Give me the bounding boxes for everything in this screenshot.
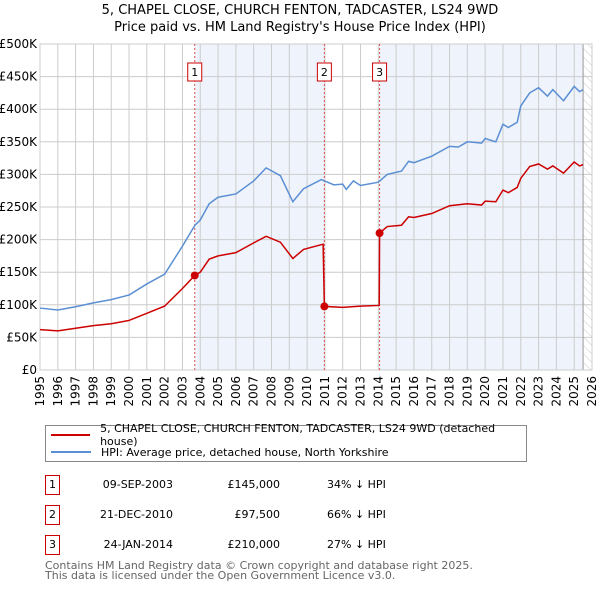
sale-point [320,302,329,311]
sale-point [190,271,199,280]
x-tick-label: 2010 [300,376,314,407]
x-tick-label: 2018 [443,376,457,407]
sale-marker-box: 2 [45,505,60,525]
x-tick-label: 2023 [532,376,546,407]
x-tick-label: 2001 [140,376,154,407]
legend-label-hpi: HPI: Average price, detached house, Nort… [101,445,389,459]
sale-marker-box [372,62,388,82]
x-tick-label: 2024 [549,376,563,407]
plot-border [39,43,593,371]
x-tick-label: 1999 [104,376,118,407]
footer-copyright: Contains HM Land Registry data © Crown c… [45,559,473,572]
x-tick-label: 2013 [354,376,368,407]
sale-date: 09-SEP-2003 [102,478,173,491]
x-tick-label: 1996 [51,376,65,407]
legend-swatch-blue [51,451,91,453]
hpi-line [39,85,584,311]
y-tick-label: £400K [0,102,38,116]
sale-row: 1 09-SEP-2003 £145,000 34% ↓ HPI [45,475,545,495]
y-tick-label: £100K [0,298,38,312]
x-tick-label: 2003 [175,376,189,407]
title-line-2: Price paid vs. HM Land Registry's House … [114,20,486,35]
y-tick-label: £300K [0,167,38,181]
x-tick-label: 1998 [86,376,100,407]
x-tick-label: 1997 [69,376,83,407]
x-tick-label: 2017 [425,376,439,407]
sale-row: 2 21-DEC-2010 £97,500 66% ↓ HPI [45,505,545,525]
sale-hpi-diff: 66% ↓ HPI [327,508,386,521]
x-tick-label: 2007 [247,376,261,407]
footer: Contains HM Land Registry data © Crown c… [45,559,473,582]
y-tick-label: £450K [0,70,38,84]
x-tick-label: 2015 [389,376,403,407]
sale-marker-label: 3 [376,66,383,79]
sale-date: 24-JAN-2014 [103,538,173,551]
x-tick-label: 2005 [211,376,225,407]
sale-row: 3 24-JAN-2014 £210,000 27% ↓ HPI [45,535,545,555]
y-tick-label: £150K [0,265,38,279]
sale-marker-box: 3 [45,535,60,555]
x-tick-label: 2021 [496,376,510,407]
x-tick-label: 2012 [336,376,350,407]
x-tick-label: 2011 [318,376,332,407]
sale-hpi-diff: 27% ↓ HPI [327,538,386,551]
sale-marker-box: 1 [45,475,60,495]
legend-swatch-red [51,434,91,436]
sale-point [375,229,384,238]
sale-date: 21-DEC-2010 [99,508,173,521]
x-tick-label: 2004 [193,376,207,407]
x-tick-label: 2025 [567,376,581,407]
sale-marker-box [187,62,203,82]
x-tick-label: 2014 [371,376,385,407]
x-tick-label: 2002 [158,376,172,407]
x-tick-label: 2019 [460,376,474,407]
price-chart: 1995 1996 1997 1998 1999 2000 2001 2002 2003 2004… [0,37,599,407]
title-line-1: 5, CHAPEL CLOSE, CHURCH FENTON, TADCASTE… [101,3,499,18]
y-tick-label: £200K [0,233,38,247]
x-tick-label: 2000 [122,376,136,407]
sale-marker-label: 2 [321,66,328,79]
y-tick-label: £500K [0,37,38,51]
x-tick-label: 2006 [229,376,243,407]
sale-price: £210,000 [227,538,281,551]
y-tick-label: £50K [6,330,38,344]
y-tick-label: £250K [0,200,38,214]
chart-title: 5, CHAPEL CLOSE, CHURCH FENTON, TADCASTE… [0,2,600,36]
legend-item-property: 5, CHAPEL CLOSE, CHURCH FENTON, TADCASTE… [46,422,526,448]
x-tick-label: 2022 [514,376,528,407]
y-tick-label: £0 [22,363,37,377]
property-price-line [39,161,584,332]
sale-marker-label: 1 [191,66,198,79]
legend-item-hpi: HPI: Average price, detached house, Nort… [46,444,389,460]
sale-price: £145,000 [227,478,281,491]
x-tick-label: 2026 [585,376,599,407]
sale-marker-box [316,62,332,82]
legend: 5, CHAPEL CLOSE, CHURCH FENTON, TADCASTE… [45,422,527,462]
y-tick-label: £350K [0,135,38,149]
x-tick-label: 2016 [407,376,421,407]
legend-label-property: 5, CHAPEL CLOSE, CHURCH FENTON, TADCASTE… [100,422,496,448]
sale-hpi-diff: 34% ↓ HPI [327,478,386,491]
x-tick-label: 2009 [282,376,296,407]
x-tick-label: 2020 [478,376,492,407]
x-tick-label: 1995 [33,376,47,407]
sale-price: £97,500 [234,508,281,521]
x-tick-label: 2008 [264,376,278,407]
footer-licence: This data is licensed under the Open Gov… [45,569,396,582]
